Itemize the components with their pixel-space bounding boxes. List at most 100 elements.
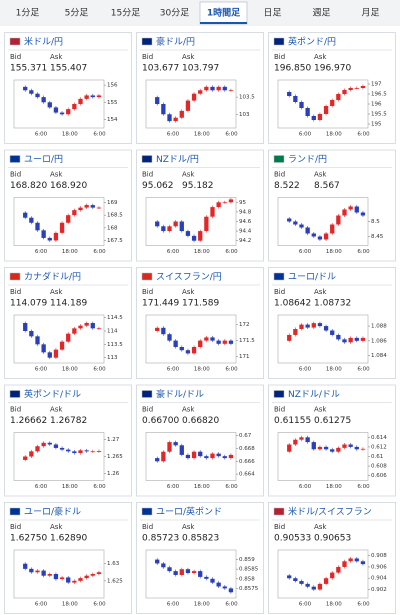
tab[interactable]: 1時間足	[199, 1, 248, 25]
candle	[155, 221, 160, 227]
y-tick-label: 1.086	[371, 338, 387, 344]
ask-label: Ask	[50, 523, 63, 531]
y-tick-label: 1.27	[107, 437, 120, 443]
candle	[167, 442, 172, 452]
y-tick-label: 103	[239, 112, 250, 118]
candle	[228, 199, 234, 203]
tab[interactable]: 日足	[249, 2, 296, 24]
chart-frame	[145, 197, 237, 246]
candle	[293, 439, 298, 445]
x-tick-label: 18:00	[62, 132, 78, 138]
candle	[59, 112, 65, 115]
candle	[287, 575, 292, 579]
y-tick-label: 1.265	[107, 454, 123, 460]
y-tick-label: 0.908	[371, 553, 387, 559]
x-tick-label: 6:00	[299, 367, 312, 373]
x-tick-label: 6:00	[225, 132, 238, 138]
pair-name: ユーロ/円	[24, 154, 63, 165]
y-tick-label: 156	[107, 83, 118, 89]
tab-label: 15分足	[111, 8, 140, 19]
tab[interactable]: 15分足	[102, 2, 149, 24]
x-tick-label: 6:00	[299, 484, 312, 490]
x-tick-label: 18:00	[62, 249, 78, 255]
candle	[210, 578, 215, 583]
candle	[96, 207, 102, 209]
y-tick-label: 103.5	[239, 95, 255, 101]
flag	[141, 507, 153, 516]
x-tick-label: 18:00	[194, 132, 210, 138]
bid-value: 155.371	[10, 64, 47, 74]
y-tick-label: 94.6	[239, 219, 252, 225]
x-tick-label: 6:00	[93, 249, 106, 255]
tab-bg	[298, 2, 345, 24]
x-tick-label: 6:00	[225, 249, 238, 255]
candle	[59, 577, 65, 580]
candle	[210, 453, 215, 459]
candle	[354, 337, 359, 341]
x-tick-label: 18:00	[326, 367, 342, 373]
pair-name: 米ドル/円	[24, 36, 63, 48]
candle	[293, 96, 298, 102]
candle	[167, 226, 172, 232]
candle	[35, 446, 40, 452]
candle	[90, 95, 95, 98]
candle	[41, 230, 46, 238]
tab-bg	[4, 2, 51, 24]
chart-frame	[277, 432, 369, 481]
tab[interactable]: 月足	[347, 2, 394, 24]
chart-frame	[145, 314, 237, 364]
candle	[317, 114, 323, 120]
flag	[9, 37, 21, 46]
y-tick-label: 94.4	[239, 229, 252, 235]
y-tick-label: 0.608	[371, 464, 387, 470]
candle	[210, 207, 215, 217]
candle	[317, 583, 323, 590]
tab[interactable]: 5分足	[53, 2, 100, 24]
ask-value: 168.920	[50, 181, 87, 191]
x-tick-label: 6:00	[167, 602, 180, 608]
y-tick-label: 0.668	[239, 446, 255, 452]
bid-value: 1.26662	[10, 416, 47, 426]
candle	[317, 323, 323, 327]
tab[interactable]: 1分足	[4, 2, 51, 24]
flag	[9, 155, 21, 163]
tab[interactable]: 30分足	[151, 2, 198, 24]
tab-label: 週足	[312, 8, 330, 19]
candle	[173, 117, 178, 122]
candle	[84, 205, 89, 208]
tab[interactable]: 週足	[298, 2, 345, 24]
candle	[198, 571, 203, 577]
candle	[155, 327, 160, 331]
tab-bg	[53, 2, 100, 24]
bid-label: Bid	[142, 288, 153, 296]
x-tick-label: 18:00	[326, 484, 342, 490]
ask-value: 114.189	[50, 299, 87, 309]
pair-name: 豪ドル/ドル	[156, 388, 204, 400]
candle	[216, 340, 221, 344]
pair-name: カナダドル/円	[24, 271, 81, 283]
ask-label: Ask	[314, 523, 327, 531]
ask-label: Ask	[50, 406, 63, 414]
candle	[222, 340, 227, 344]
pair-name: ユーロ/豪ドル	[24, 506, 81, 518]
candle	[96, 572, 102, 574]
candle	[305, 437, 310, 443]
bid-value: 196.850	[274, 64, 311, 74]
bid-value: 171.449	[142, 299, 179, 309]
x-tick-label: 6:00	[35, 249, 48, 255]
